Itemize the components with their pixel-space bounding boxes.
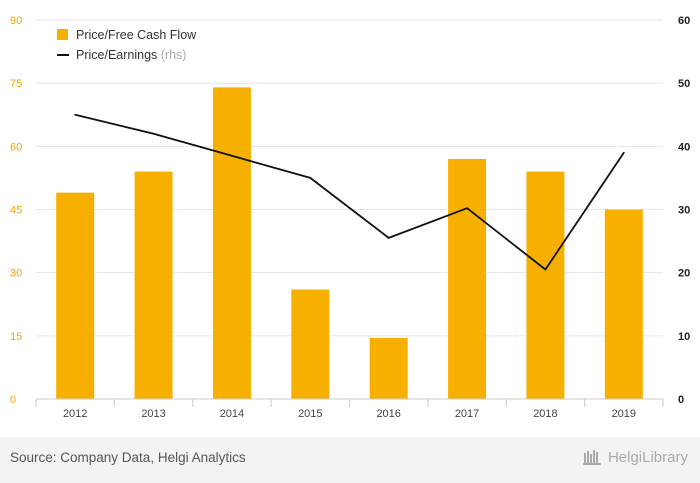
x-tick-label: 2012 [63,408,87,420]
bar [448,158,487,399]
bar [56,192,95,399]
bar-series [56,87,643,399]
line-path [74,113,625,271]
y-left-tick-label: 15 [10,331,22,343]
bar [369,337,408,399]
x-tick-label: 2018 [533,408,557,420]
y-right-tick-label: 50 [678,78,690,90]
legend-label-bar: Price/Free Cash Flow [76,28,197,42]
bar [212,87,251,399]
legend-label-line: Price/Earnings (rhs) [76,48,186,62]
bar [604,209,643,399]
y-left-tick-label: 90 [10,15,22,27]
bar [291,289,330,399]
y-left-tick-label: 60 [10,141,22,153]
x-tick-label: 2014 [220,408,244,420]
source-text: Source: Company Data, Helgi Analytics [10,450,246,465]
x-tick-label: 2013 [141,408,165,420]
line-point [466,207,468,210]
y-left-tick-label: 0 [10,394,16,406]
bar [134,171,173,399]
legend-swatch-bar [57,29,68,40]
y-left-tick-label: 75 [10,78,22,90]
x-tick-label: 2017 [455,408,479,420]
y-right-tick-label: 40 [678,141,690,153]
y-right-tick-label: 20 [678,268,690,280]
x-tick-label: 2015 [298,408,322,420]
y-left-tick-label: 45 [10,205,22,217]
y-right-tick-label: 60 [678,15,690,27]
y-right-tick-label: 0 [678,394,684,406]
line-point [152,132,155,135]
y-left-tick-label: 30 [10,268,22,280]
brand-name: HelgiLibrary [607,448,688,466]
bar [526,171,565,399]
x-tick-label: 2019 [612,408,636,420]
library-logo-icon [582,450,601,465]
grid-lines [36,19,663,337]
y-right-tick-label: 30 [678,205,690,217]
line-point [544,268,547,271]
axes: 0 15 30 45 60 75 90 0 10 20 30 40 50 60 2012 2013 2014 20… [10,15,690,420]
line-point [231,154,233,157]
footer: Source: Company Data, Helgi Analytics He… [0,437,700,483]
brand-logo: HelgiLibrary [582,448,688,466]
line-point [74,113,77,116]
y-right-tick-label: 10 [678,331,690,343]
line-point [622,151,625,154]
line-series [74,113,625,271]
line-point [309,177,312,179]
legend: Price/Free Cash Flow Price/Earnings (rhs… [57,28,197,62]
chart: 0 15 30 45 60 75 90 0 10 20 30 40 50 60 2012 2013 2014 20… [10,15,690,420]
x-tick-label: 2016 [376,408,400,420]
line-point [387,237,390,239]
